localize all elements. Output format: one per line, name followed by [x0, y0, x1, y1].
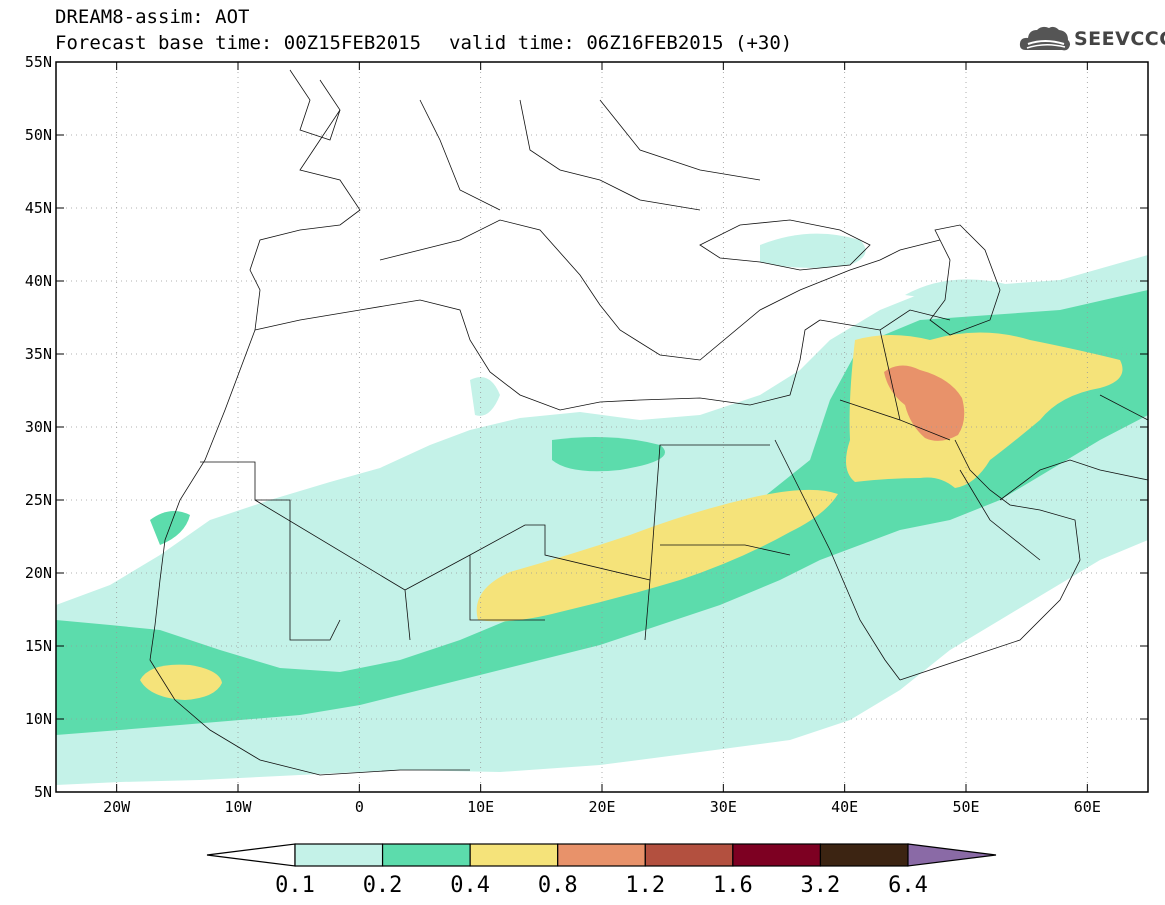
coast-arabian-peninsula — [899, 439, 1148, 681]
coast-atlantic-africa — [149, 329, 470, 776]
coast-caspian — [929, 224, 1001, 336]
borders-africa — [200, 444, 791, 641]
map-gridlines — [56, 62, 1148, 792]
colorbar-level-label: 3.2 — [801, 873, 841, 898]
colorbar-low-arrow — [206, 843, 296, 867]
lat-tick-label: 55N — [25, 53, 52, 71]
coast-levant-redsea — [774, 319, 901, 681]
lat-tick-label: 50N — [25, 126, 52, 144]
lon-tick-label: 0 — [355, 798, 364, 816]
valid-time-label: valid time: 06Z16FEB2015 (+30) — [449, 32, 793, 54]
aot-band-light-libya — [470, 377, 500, 416]
lon-tick-label: 60E — [1074, 798, 1101, 816]
aot-band-yellow-sahel — [476, 489, 838, 622]
lon-tick-label: 10W — [224, 798, 252, 816]
colorbar-level-label: 6.4 — [888, 873, 928, 898]
aot-band-medium-sahara — [552, 436, 665, 472]
logo-text: SEEVCCC — [1074, 28, 1165, 50]
lat-tick-label: 15N — [25, 637, 52, 655]
axis-ticks: 5N 10N 15N 20N 25N 30N 35N 40N 45N 50N 55N 20W 10W 0 1… — [25, 53, 1148, 816]
borders-middle-east — [819, 309, 1041, 561]
colorbar-box — [644, 843, 734, 867]
colorbar-level-label: 1.2 — [625, 873, 665, 898]
aot-field — [56, 233, 1148, 785]
colorbar-level-label: 1.6 — [713, 873, 753, 898]
colorbar-box — [469, 843, 559, 867]
coast-mediterranean-south — [254, 299, 801, 411]
lat-tick-label: 35N — [25, 345, 52, 363]
lat-tick-label: 10N — [25, 710, 52, 728]
seevccc-logo: SEEVCCC — [1018, 22, 1165, 56]
lat-tick-label: 5N — [34, 783, 52, 801]
coast-europe — [249, 109, 941, 361]
lon-tick-label: 10E — [467, 798, 494, 816]
cloud-icon — [1019, 26, 1070, 51]
colorbar-box — [294, 843, 384, 867]
borders-europe — [419, 99, 761, 211]
aot-band-medium-westsahara — [150, 511, 190, 545]
lat-tick-label: 20N — [25, 564, 52, 582]
coastlines-borders — [149, 69, 1148, 776]
colorbar-level-label: 0.8 — [538, 873, 578, 898]
colorbar-level-label: 0.1 — [275, 873, 315, 898]
colorbar-high-arrow — [907, 843, 997, 867]
lat-tick-label: 45N — [25, 199, 52, 217]
aot-band-orange-iraq — [884, 365, 965, 441]
colorbar-level-label: 0.2 — [363, 873, 403, 898]
lon-tick-label: 30E — [710, 798, 737, 816]
colorbar-box — [557, 843, 646, 867]
colorbar-level-label: 0.4 — [450, 873, 490, 898]
lon-tick-label: 40E — [831, 798, 858, 816]
base-time-label: Forecast base time: 00Z15FEB2015 — [55, 32, 422, 54]
map-title: DREAM8-assim: AOT — [55, 6, 249, 28]
lon-tick-label: 20E — [588, 798, 615, 816]
time-info: Forecast base time: 00Z15FEB2015 valid ti… — [55, 32, 792, 54]
coast-uk — [289, 69, 341, 141]
lat-tick-label: 25N — [25, 491, 52, 509]
lon-tick-label: 50E — [952, 798, 979, 816]
colorbar-box — [381, 843, 471, 867]
lat-tick-label: 30N — [25, 418, 52, 436]
colorbar-box — [732, 843, 822, 867]
model-name: DREAM8-assim: AOT — [55, 6, 250, 28]
aot-band-light-caspian — [905, 279, 1010, 300]
lon-tick-label: 20W — [103, 798, 131, 816]
lat-tick-label: 40N — [25, 272, 52, 290]
colorbar: 0.1 0.2 0.4 0.8 1.2 1.6 3.2 6.4 — [206, 843, 997, 898]
coast-black-sea — [699, 219, 871, 271]
colorbar-box — [819, 843, 909, 867]
coast-gulf-oman — [1099, 394, 1148, 421]
aot-band-yellow-westafrica — [140, 664, 222, 700]
aot-band-light-balkans — [760, 233, 866, 268]
aot-band-medium-east — [1100, 306, 1148, 350]
